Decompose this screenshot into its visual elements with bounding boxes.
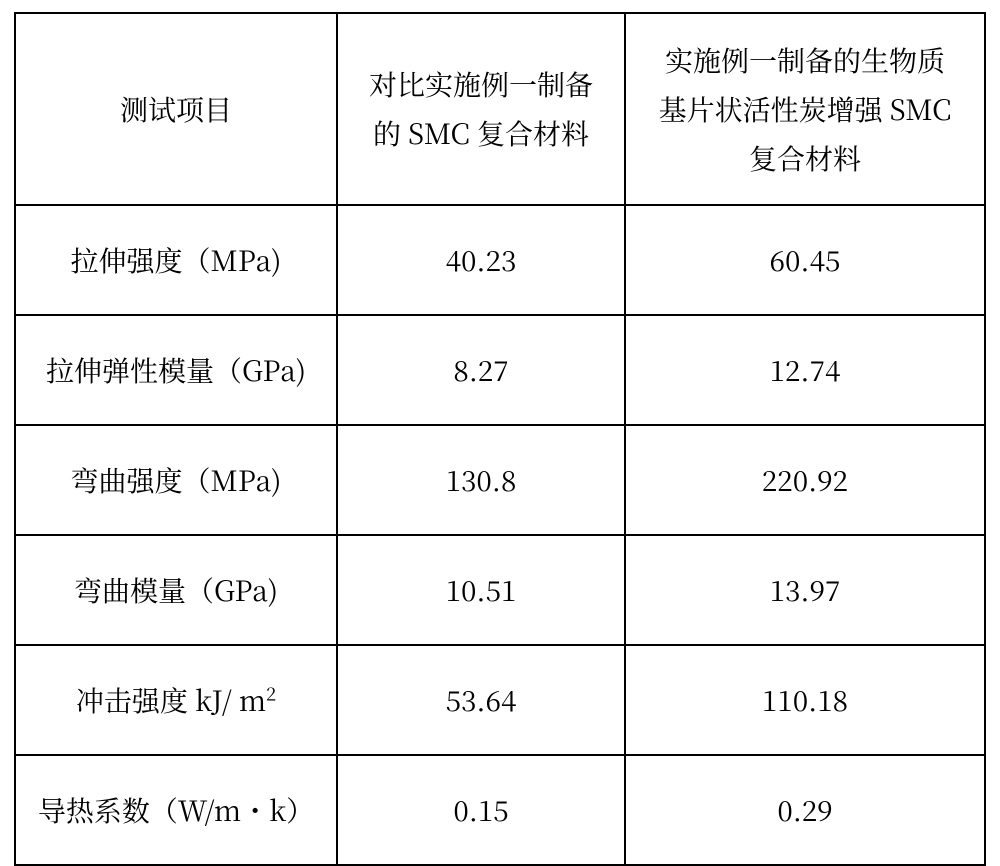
row-value-2: 220.92 [625,425,985,535]
col-header-text: 实施例一制备的生物质 [636,36,974,85]
col-header-text: 复合材料 [636,134,974,183]
row-label: 冲击强度 kJ/ m2 [15,645,337,755]
table-header-row: 测试项目 对比实施例一制备 的 SMC 复合材料 实施例一制备的生物质 基片状活… [15,13,985,205]
row-label: 弯曲强度（MPa) [15,425,337,535]
table-row: 冲击强度 kJ/ m2 53.64 110.18 [15,645,985,755]
col-header-text: 对比实施例一制备 [348,60,614,109]
row-value-2: 12.74 [625,315,985,425]
col-header-text: 的 SMC 复合材料 [348,109,614,158]
row-label: 拉伸强度（MPa) [15,205,337,315]
table-row: 拉伸弹性模量（GPa) 8.27 12.74 [15,315,985,425]
row-label: 导热系数（W/m・k） [15,755,337,865]
row-value-2: 0.29 [625,755,985,865]
materials-comparison-table: 测试项目 对比实施例一制备 的 SMC 复合材料 实施例一制备的生物质 基片状活… [14,12,986,866]
table-row: 弯曲强度（MPa) 130.8 220.92 [15,425,985,535]
row-value-1: 10.51 [337,535,625,645]
row-value-1: 0.15 [337,755,625,865]
row-value-2: 60.45 [625,205,985,315]
col-header-example: 实施例一制备的生物质 基片状活性炭增强 SMC 复合材料 [625,13,985,205]
row-value-2: 13.97 [625,535,985,645]
table-row: 导热系数（W/m・k） 0.15 0.29 [15,755,985,865]
row-value-1: 130.8 [337,425,625,535]
row-value-1: 8.27 [337,315,625,425]
row-value-1: 40.23 [337,205,625,315]
col-header-comparative-example: 对比实施例一制备 的 SMC 复合材料 [337,13,625,205]
row-value-2: 110.18 [625,645,985,755]
row-label: 弯曲模量（GPa) [15,535,337,645]
col-header-text: 测试项目 [26,85,326,134]
page: 测试项目 对比实施例一制备 的 SMC 复合材料 实施例一制备的生物质 基片状活… [0,0,1000,810]
col-header-text: 基片状活性炭增强 SMC [636,85,974,134]
table-row: 弯曲模量（GPa) 10.51 13.97 [15,535,985,645]
row-value-1: 53.64 [337,645,625,755]
table-row: 拉伸强度（MPa) 40.23 60.45 [15,205,985,315]
col-header-test-item: 测试项目 [15,13,337,205]
row-label: 拉伸弹性模量（GPa) [15,315,337,425]
